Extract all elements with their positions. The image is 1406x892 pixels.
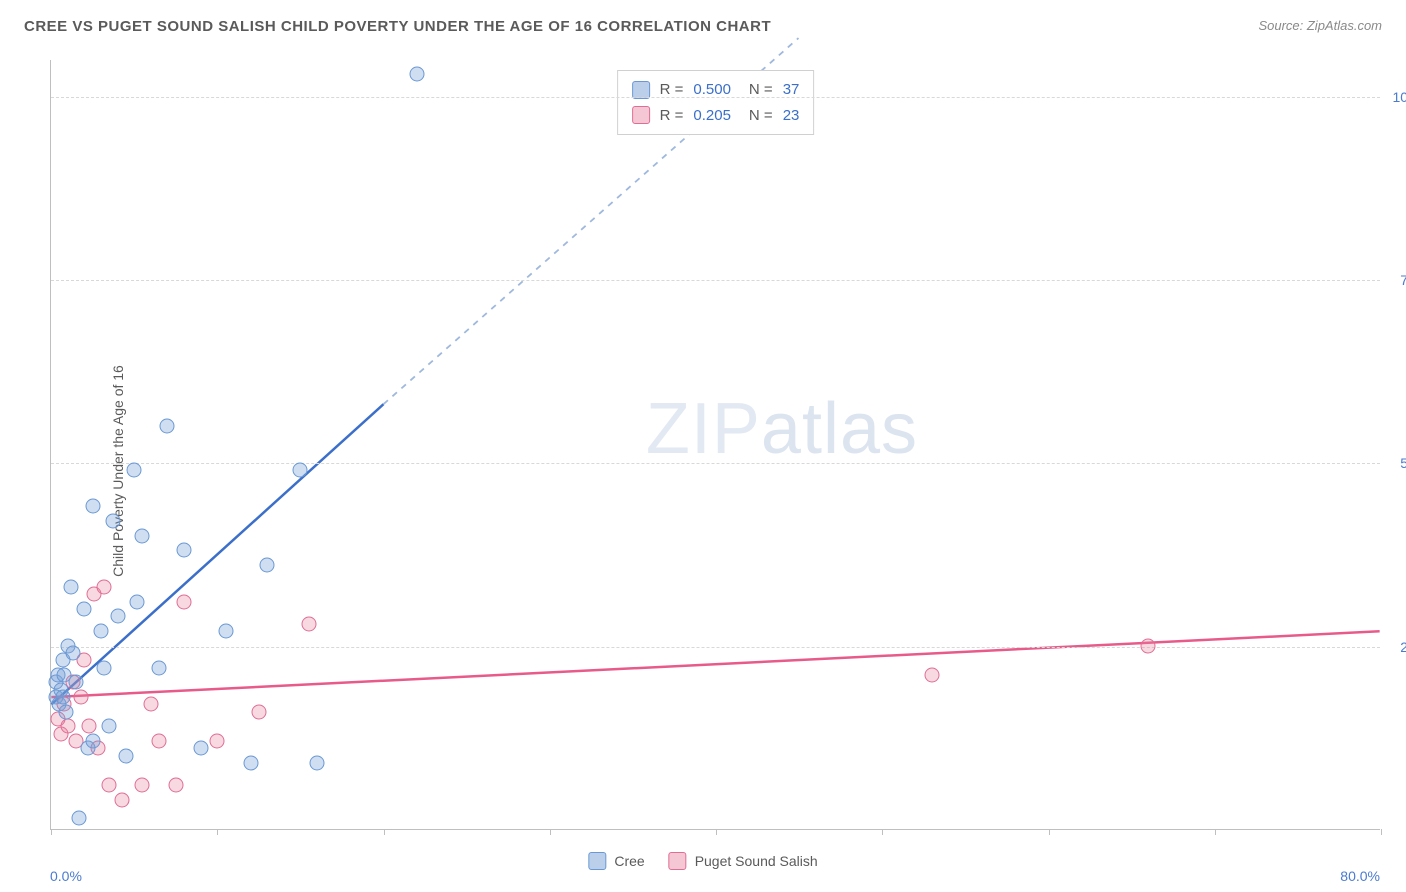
data-point (293, 462, 308, 477)
data-point (130, 594, 145, 609)
data-point (97, 660, 112, 675)
x-axis-min-label: 0.0% (50, 868, 82, 884)
data-point (301, 616, 316, 631)
data-point (63, 580, 78, 595)
gridline-h (51, 647, 1380, 648)
data-point (168, 778, 183, 793)
data-point (135, 778, 150, 793)
data-point (127, 462, 142, 477)
data-point (110, 609, 125, 624)
data-point (118, 748, 133, 763)
data-point (925, 668, 940, 683)
data-point (1141, 638, 1156, 653)
gridline-h (51, 463, 1380, 464)
x-tick (217, 829, 218, 835)
chart-container: Child Poverty Under the Age of 16 ZIPatl… (0, 50, 1406, 892)
data-point (251, 704, 266, 719)
y-tick-label: 50.0% (1385, 455, 1406, 471)
data-point (409, 66, 424, 81)
y-tick-label: 75.0% (1385, 272, 1406, 288)
data-point (260, 558, 275, 573)
r-label: R = (660, 103, 684, 129)
data-point (65, 646, 80, 661)
legend-item-salish: Puget Sound Salish (669, 852, 818, 870)
n-label: N = (749, 77, 773, 103)
n-value: 23 (783, 103, 800, 129)
data-point (152, 660, 167, 675)
data-point (105, 514, 120, 529)
data-point (102, 719, 117, 734)
r-label: R = (660, 77, 684, 103)
data-point (160, 418, 175, 433)
stats-row-cree: R = 0.500 N = 37 (632, 77, 800, 103)
x-tick (1215, 829, 1216, 835)
gridline-h (51, 97, 1380, 98)
data-point (58, 704, 73, 719)
data-point (82, 719, 97, 734)
x-tick (1049, 829, 1050, 835)
data-point (152, 734, 167, 749)
n-label: N = (749, 103, 773, 129)
gridline-h (51, 280, 1380, 281)
data-point (177, 543, 192, 558)
data-point (310, 756, 325, 771)
r-value: 0.500 (693, 77, 731, 103)
legend-bottom: Cree Puget Sound Salish (588, 852, 817, 870)
data-point (77, 602, 92, 617)
x-tick (384, 829, 385, 835)
data-point (85, 499, 100, 514)
chart-title: CREE VS PUGET SOUND SALISH CHILD POVERTY… (24, 18, 771, 35)
x-tick (716, 829, 717, 835)
x-axis-max-label: 80.0% (1340, 868, 1380, 884)
stats-legend-box: R = 0.500 N = 37 R = 0.205 N = 23 (617, 70, 815, 135)
data-point (73, 690, 88, 705)
x-tick (1381, 829, 1382, 835)
stats-row-salish: R = 0.205 N = 23 (632, 103, 800, 129)
data-point (93, 624, 108, 639)
data-point (115, 792, 130, 807)
data-point (210, 734, 225, 749)
data-point (85, 734, 100, 749)
legend-item-cree: Cree (588, 852, 644, 870)
regression-lines (51, 60, 1380, 829)
data-point (60, 719, 75, 734)
x-tick (882, 829, 883, 835)
data-point (177, 594, 192, 609)
y-tick-label: 100.0% (1385, 89, 1406, 105)
swatch-pink-icon (669, 852, 687, 870)
legend-label: Cree (614, 853, 644, 869)
data-point (243, 756, 258, 771)
data-point (135, 528, 150, 543)
source-label: Source: ZipAtlas.com (1258, 18, 1382, 33)
data-point (102, 778, 117, 793)
y-tick-label: 25.0% (1385, 639, 1406, 655)
data-point (68, 675, 83, 690)
data-point (143, 697, 158, 712)
data-point (72, 811, 87, 826)
data-point (193, 741, 208, 756)
n-value: 37 (783, 77, 800, 103)
r-value: 0.205 (693, 103, 731, 129)
swatch-blue-icon (588, 852, 606, 870)
plot-area: ZIPatlas R = 0.500 N = 37 R = 0.205 N = … (50, 60, 1380, 830)
x-tick (550, 829, 551, 835)
swatch-pink-icon (632, 106, 650, 124)
data-point (55, 690, 70, 705)
data-point (97, 580, 112, 595)
legend-label: Puget Sound Salish (695, 853, 818, 869)
data-point (218, 624, 233, 639)
x-tick (51, 829, 52, 835)
